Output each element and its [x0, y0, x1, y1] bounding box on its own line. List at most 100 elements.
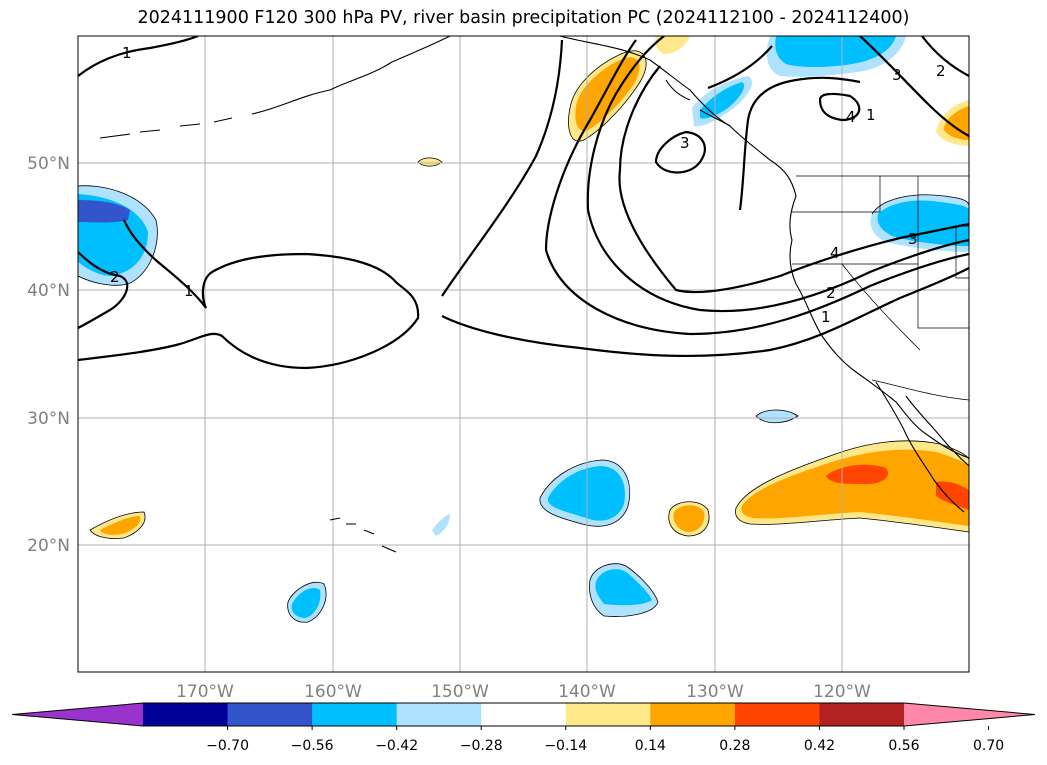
aleutian-islands — [99, 117, 233, 139]
lon-label: 160°W — [304, 682, 362, 702]
contour-label: 1 — [122, 44, 132, 62]
pv-contour-4-ne — [818, 92, 861, 122]
lon-label: 150°W — [431, 682, 489, 702]
precip-patch-hawaii-blue — [432, 514, 450, 536]
precip-patch-o2-orange — [673, 505, 705, 532]
colorbar-outline — [11, 702, 1036, 727]
bc-islands — [665, 79, 731, 127]
precip-patch-pnw-blue — [877, 200, 969, 246]
colorbar-tick-label: −0.28 — [460, 738, 503, 754]
colorbar-bin — [481, 703, 567, 726]
pv-contour-loop-small — [654, 130, 706, 174]
precip-patch-west-darkblue — [78, 200, 130, 223]
contour-label: 1 — [821, 308, 831, 326]
lat-label: 30°N — [27, 409, 70, 429]
us-mexico-border — [871, 379, 969, 401]
colorbar-bin — [565, 703, 651, 726]
map-background — [78, 36, 969, 672]
colorbar-tick-label: −0.42 — [375, 738, 418, 754]
precip-patch-goa-top — [655, 36, 690, 54]
lat-label: 40°N — [27, 281, 70, 301]
contour-labels: 1 1 1 1 2 2 2 3 3 3 4 4 — [110, 44, 946, 326]
map-frame — [77, 35, 970, 673]
pv-contour-ne-3 — [859, 36, 969, 137]
precip-patch-s2-blue — [291, 587, 321, 618]
state-border-ca-nv — [841, 263, 921, 351]
pv-contour-3 — [586, 209, 969, 313]
colorbar-bin — [650, 703, 736, 726]
pv-contour-3-ridge — [586, 36, 665, 211]
baja-peninsula — [875, 381, 965, 513]
pv-contour-2-ridge — [544, 39, 637, 251]
precip-patch-north-blue — [775, 36, 896, 67]
contour-label: 2 — [826, 284, 836, 302]
pv-contour-2 — [544, 249, 969, 336]
contour-label: 1 — [866, 106, 876, 124]
colorbar-bin — [143, 703, 229, 726]
precip-patch-goa-orange — [575, 57, 640, 131]
colorbar-tick-label: −0.14 — [544, 738, 587, 754]
lat-label: 50°N — [27, 154, 70, 174]
precip-patch-s1-blue — [595, 569, 652, 606]
pv-contour-1-ridge — [441, 39, 564, 297]
colorbar-tick-label: 0.42 — [804, 738, 835, 754]
pv-contour-west-2 — [78, 251, 129, 329]
colorbar-tick-label: 0.14 — [635, 738, 666, 754]
precip-patch-sw-orange — [100, 516, 141, 535]
pv-contour-1-east — [441, 267, 969, 358]
state-border-wa-or — [792, 176, 881, 213]
precip-outlines — [78, 50, 969, 623]
contour-label: 2 — [110, 268, 120, 286]
colorbar: −0.70 −0.56 −0.42 −0.28 −0.14 0.14 0.28 0.42 0.5… — [11, 702, 1036, 754]
graticule — [78, 36, 969, 672]
map-title: 2024111900 F120 300 hPa PV, river basin … — [137, 8, 910, 28]
lat-label: 20°N — [27, 536, 70, 556]
pv-contours — [78, 36, 969, 370]
colorbar-extend-high — [904, 703, 1035, 726]
precip-patch-bc-blue — [700, 82, 745, 119]
coastlines — [99, 36, 969, 553]
hawaii-islands — [329, 517, 397, 553]
contour-label: 1 — [184, 282, 194, 300]
alaska-coast — [251, 36, 451, 115]
gulf-coast — [905, 395, 969, 467]
precip-patch-mex-red-1 — [826, 464, 888, 484]
political-borders — [792, 175, 969, 401]
contour-label: 4 — [846, 108, 856, 126]
contour-label: 4 — [830, 244, 840, 262]
precip-shading — [78, 36, 969, 623]
colorbar-tick-label: 0.56 — [888, 738, 919, 754]
lon-label: 170°W — [176, 682, 234, 702]
pv-contour-1-north — [78, 36, 199, 77]
pv-contour-1-main — [78, 219, 420, 370]
precip-patch-mex-red-2 — [936, 481, 969, 510]
colorbar-tick-label: −0.56 — [291, 738, 334, 754]
lon-label: 120°W — [813, 682, 871, 702]
contour-label: 3 — [892, 66, 902, 84]
pv-contour-ne-2 — [921, 36, 969, 77]
colorbar-bin — [312, 703, 398, 726]
pv-contour-4-ridge — [618, 65, 661, 171]
longitude-labels: 170°W 160°W 150°W 140°W 130°W 120°W — [176, 682, 871, 702]
colorbar-tick-label: −0.70 — [206, 738, 249, 754]
pv-contour-bc-loop — [707, 45, 861, 211]
colorbar-bin — [227, 703, 313, 726]
lon-label: 130°W — [686, 682, 744, 702]
colorbar-bin — [396, 703, 482, 726]
na-west-coast — [559, 36, 969, 459]
colorbar-bin — [819, 703, 905, 726]
colorbar-tick-label: 0.28 — [719, 738, 750, 754]
pv-contour-4 — [618, 169, 969, 294]
lon-label: 140°W — [558, 682, 616, 702]
precip-patch-central-blue — [547, 466, 625, 521]
precip-patch-mex-orange — [741, 449, 969, 526]
latitude-labels: 50°N 40°N 30°N 20°N — [27, 154, 70, 556]
contour-label: 3 — [680, 134, 690, 152]
precip-patch-small-blue — [756, 410, 798, 423]
contour-label: 2 — [936, 62, 946, 80]
state-border-nv-az — [917, 264, 969, 329]
colorbar-bin — [734, 703, 820, 726]
colorbar-tick-label: 0.70 — [973, 738, 1004, 754]
contour-label: 3 — [908, 230, 918, 248]
